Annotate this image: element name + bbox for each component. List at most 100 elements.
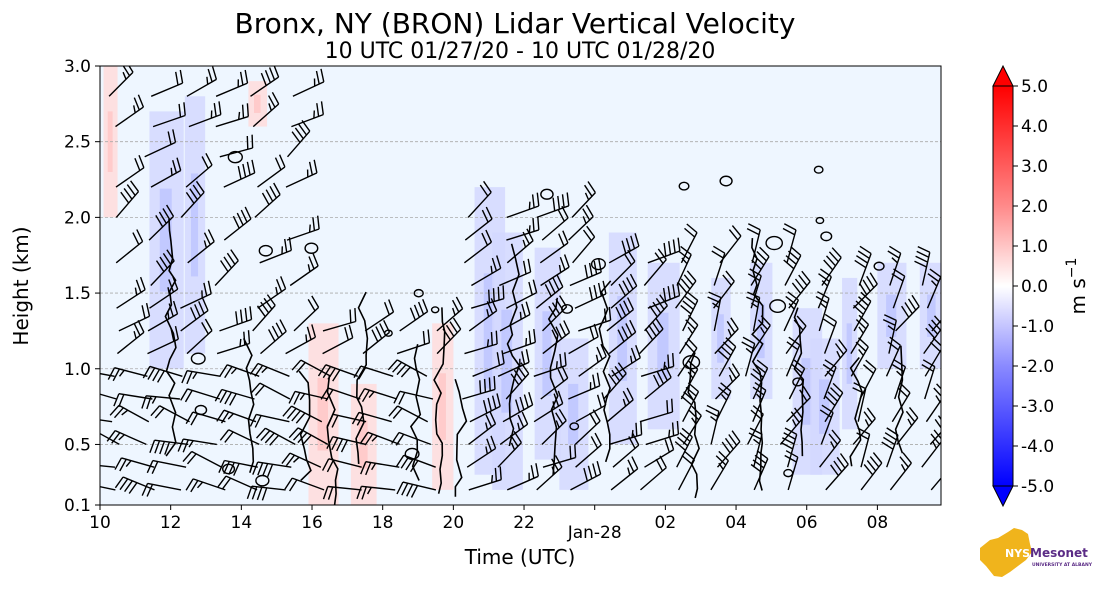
wind-barb [536,455,563,491]
contour-loop [815,216,825,225]
wind-barb [214,388,255,406]
wind-barb [608,421,643,446]
wind-barb [181,370,221,385]
wind-barb [356,485,396,500]
wind-barb [895,294,920,332]
wind-barb [850,337,869,377]
wind-barb [464,206,493,241]
colorbar-gradient [992,85,1014,487]
x-tick-label: 10 [89,513,111,533]
wind-barb [497,349,530,377]
logo-tagline: UNIVERSITY AT ALBANY [1032,562,1093,568]
contour-loop [820,231,833,242]
wind-barb [677,337,698,377]
wind-barb [568,323,599,355]
wind-barb [578,306,612,332]
wind-barb [113,393,153,408]
wind-barb [286,119,311,158]
x-axis: 10 12 14 16 18 20 22 Jan-28 02 04 06 08 [89,505,888,543]
wind-barb [506,216,540,241]
contour-loop [190,352,206,365]
wind-barb [676,245,692,286]
wind-barb [536,192,570,219]
wind-barb [364,299,395,332]
wind-barb [257,276,287,309]
wind-barb [575,432,602,468]
wind-barb [610,273,638,309]
wind-barb [640,353,675,377]
wind-barb [100,432,120,446]
wind-barb [926,268,941,309]
wind-barb [750,315,771,354]
wind-barb [288,427,329,446]
wind-barb [180,180,205,218]
wind-barb [106,429,147,446]
contour-loop [873,261,885,271]
colorbar-tick-label: -1.0 [1021,317,1054,337]
wind-barb [469,393,501,423]
logo-name: Mesonet [1030,546,1088,560]
wind-barb [114,476,155,494]
wind-barb [100,372,115,377]
contour-loop [258,244,273,257]
velocity-patch-core [717,314,724,363]
wind-barb [150,157,182,188]
wind-barb [571,181,596,218]
contour-line [409,344,422,481]
wind-barb [108,66,134,97]
wind-barb [783,291,800,332]
wind-barb [219,429,260,446]
wind-barb [188,101,222,128]
wind-barb [542,320,571,355]
wind-barb [180,280,212,309]
wind-barb [752,382,767,422]
wind-barb [259,237,292,264]
wind-barb [540,254,570,287]
wind-barb [395,454,436,473]
plot-area [99,65,942,506]
wind-barb [252,461,292,478]
wind-barb [115,94,145,128]
wind-barb [147,325,179,355]
wind-barb [714,317,739,355]
wind-barb [570,461,602,491]
wind-barb [677,450,696,491]
contour-loop [792,377,804,387]
x-tick-label: 14 [231,513,253,533]
wind-barb [707,291,722,332]
wind-barb [782,223,797,263]
y-tick-label: 0.1 [64,496,91,516]
y-tick-label: 1.0 [64,360,91,380]
wind-barb [817,268,832,309]
wind-barb [144,129,177,158]
wind-barb [223,159,256,188]
contour-loop [413,288,424,298]
wind-barb [115,180,140,218]
wind-barb [747,268,762,309]
wind-barb [716,430,741,468]
wind-barb [923,315,941,355]
y-tick-label: 2.5 [64,133,91,153]
wind-barb [541,408,567,445]
wind-barb [252,294,276,332]
wind-barb [215,103,249,128]
wind-barb [322,324,354,355]
plot-frame [99,65,942,506]
wind-barb [497,431,522,468]
wind-barb [750,450,769,491]
wind-barb [150,69,184,97]
contour-line [355,291,369,464]
wind-barb [914,245,931,286]
wind-barb [393,390,434,405]
wind-barb [396,329,431,355]
wind-barb [472,350,505,377]
wind-barb [569,258,602,287]
y-axis: 0.1 0.5 1.0 1.5 2.0 2.5 3.0 [64,57,100,516]
wind-barb [542,295,568,332]
colorbar-label-exponent: −1 [1064,258,1080,279]
logo-brand: NYS [1005,547,1030,560]
wind-barb [850,314,870,354]
wind-barb [468,466,502,491]
contour-line [433,307,446,494]
wind-barb [644,365,672,400]
